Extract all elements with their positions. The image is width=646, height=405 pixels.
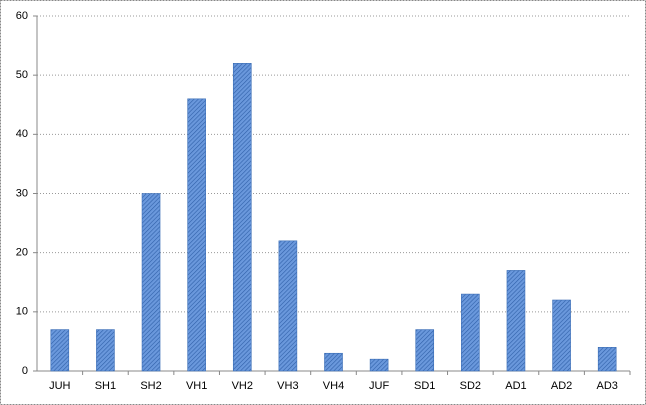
y-tick-label: 50	[16, 69, 28, 81]
y-tick-label: 60	[16, 10, 28, 22]
x-tick-label: VH3	[277, 380, 298, 392]
bar	[141, 193, 161, 372]
x-tick-label: SD1	[414, 380, 435, 392]
bar	[369, 358, 389, 372]
bar	[278, 240, 298, 372]
bar	[96, 329, 115, 372]
x-tick-label: SH1	[95, 380, 116, 392]
y-tick-label: 30	[16, 187, 28, 199]
x-tick-label: AD2	[551, 380, 572, 392]
y-tick-label: 20	[16, 247, 28, 259]
bar	[187, 98, 206, 372]
bar	[324, 352, 343, 372]
x-tick-label: VH4	[323, 380, 344, 392]
bar	[50, 329, 70, 372]
y-tick-label: 0	[22, 365, 28, 377]
x-tick-label: SH2	[140, 380, 161, 392]
bar	[552, 299, 571, 372]
bar	[232, 63, 252, 372]
bar	[461, 293, 480, 372]
bar	[415, 329, 435, 372]
x-tick-label: AD3	[596, 380, 617, 392]
x-tick-label: VH1	[186, 380, 207, 392]
y-tick-label: 10	[16, 306, 28, 318]
bar	[597, 347, 617, 372]
bar	[506, 270, 526, 372]
x-tick-label: JUF	[369, 380, 389, 392]
y-tick-label: 40	[16, 128, 28, 140]
x-tick-label: JUH	[49, 380, 70, 392]
x-tick-label: AD1	[505, 380, 526, 392]
x-tick-label: VH2	[232, 380, 253, 392]
x-tick-label: SD2	[460, 380, 481, 392]
